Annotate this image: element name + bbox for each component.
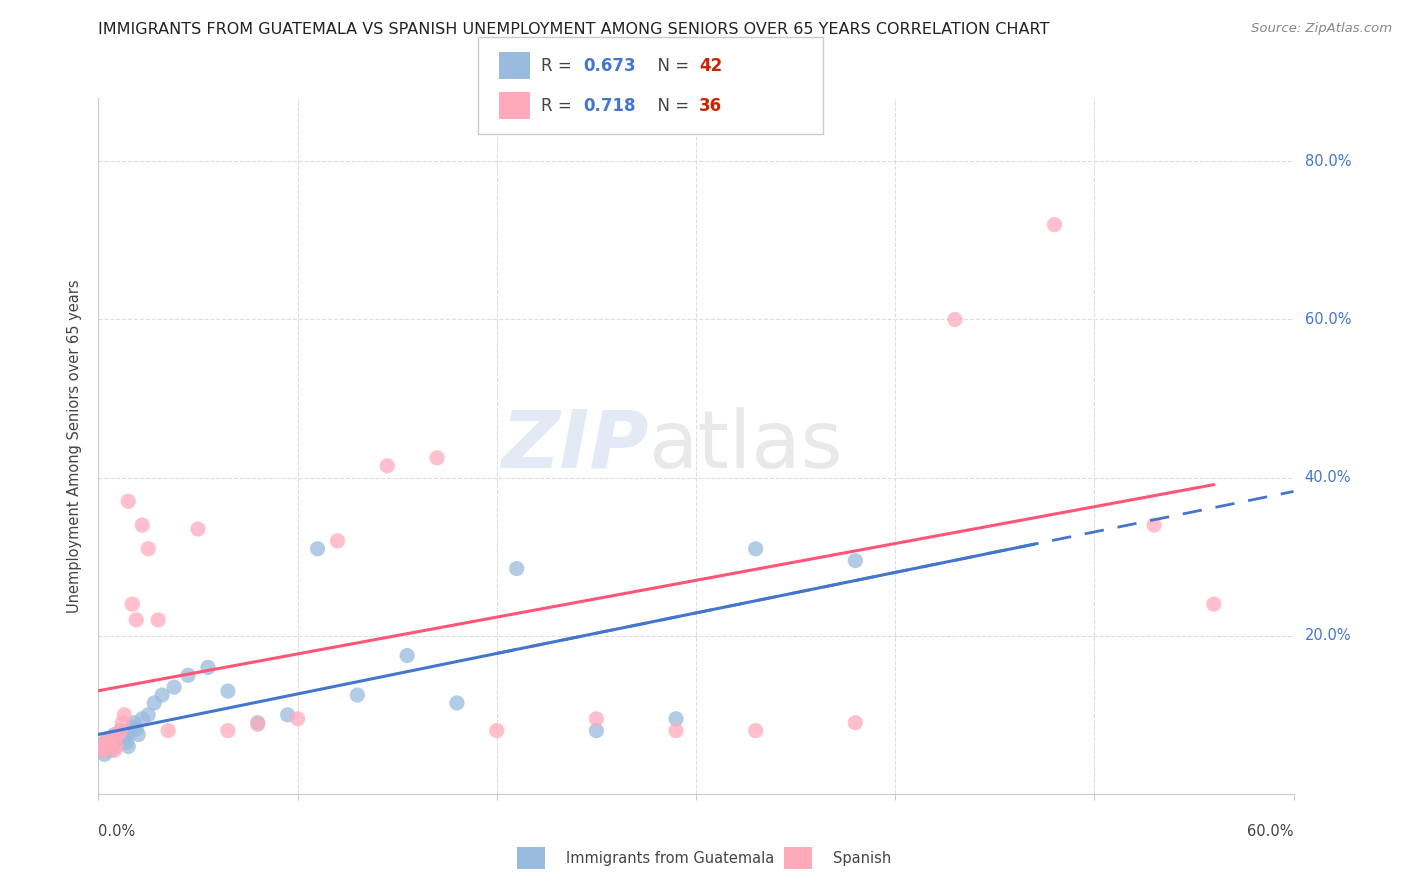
Point [396, 648, 419, 663]
Text: Source: ZipAtlas.com: Source: ZipAtlas.com [1251, 22, 1392, 36]
Text: Spanish: Spanish [834, 851, 891, 865]
Point [111, 728, 134, 742]
Point [103, 743, 125, 757]
Point [177, 668, 200, 682]
Point [187, 522, 209, 536]
Point [111, 715, 134, 730]
Text: atlas: atlas [648, 407, 842, 485]
Point [110, 723, 132, 738]
Point [107, 730, 129, 744]
Point [110, 723, 132, 738]
Text: 0.673: 0.673 [583, 56, 636, 75]
Point [197, 660, 219, 674]
Point [93, 747, 115, 762]
Point [585, 712, 607, 726]
Text: 60.0%: 60.0% [1247, 824, 1294, 839]
Point [157, 723, 180, 738]
Point [506, 561, 529, 575]
Point [96, 741, 118, 756]
Point [287, 712, 309, 726]
Point [246, 717, 269, 731]
Point [844, 715, 866, 730]
Point [91, 743, 114, 757]
Text: 20.0%: 20.0% [1305, 628, 1351, 643]
Point [98, 738, 122, 752]
Point [121, 597, 143, 611]
Text: N =: N = [647, 96, 695, 115]
Text: ZIP: ZIP [501, 407, 648, 485]
Point [91, 743, 114, 757]
Point [105, 733, 128, 747]
Point [96, 735, 118, 749]
Point [375, 458, 398, 473]
Text: R =: R = [541, 56, 578, 75]
Point [745, 723, 768, 738]
Point [101, 739, 124, 754]
Point [112, 707, 135, 722]
Point [346, 688, 368, 702]
Point [143, 696, 166, 710]
Text: Immigrants from Guatemala: Immigrants from Guatemala [567, 851, 775, 865]
Point [1202, 597, 1225, 611]
Point [97, 738, 120, 752]
Point [217, 684, 239, 698]
Point [117, 494, 139, 508]
Point [112, 731, 135, 746]
Point [125, 722, 148, 736]
Point [1043, 218, 1066, 232]
Text: 0.0%: 0.0% [98, 824, 135, 839]
Point [131, 712, 153, 726]
Point [131, 518, 153, 533]
Point [665, 723, 688, 738]
Point [136, 707, 159, 722]
Point [426, 450, 449, 465]
Point [98, 743, 122, 757]
Point [127, 728, 149, 742]
Point [117, 739, 139, 754]
Point [246, 715, 269, 730]
Point [107, 728, 129, 742]
Point [93, 735, 115, 749]
Point [326, 533, 349, 548]
Point [121, 720, 143, 734]
Text: 36: 36 [699, 96, 721, 115]
Point [115, 735, 138, 749]
Y-axis label: Unemployment Among Seniors over 65 years: Unemployment Among Seniors over 65 years [67, 279, 83, 613]
Point [1143, 518, 1166, 533]
Point [125, 613, 148, 627]
Text: R =: R = [541, 96, 578, 115]
Point [150, 688, 173, 702]
Point [136, 541, 159, 556]
Point [585, 723, 607, 738]
Point [120, 725, 142, 739]
Point [124, 715, 146, 730]
Text: IMMIGRANTS FROM GUATEMALA VS SPANISH UNEMPLOYMENT AMONG SENIORS OVER 65 YEARS CO: IMMIGRANTS FROM GUATEMALA VS SPANISH UNE… [98, 22, 1050, 37]
Point [745, 541, 768, 556]
Point [485, 723, 508, 738]
Point [105, 739, 128, 754]
Text: 40.0%: 40.0% [1305, 470, 1351, 485]
Text: 60.0%: 60.0% [1305, 312, 1351, 327]
Point [101, 733, 124, 747]
Point [103, 728, 125, 742]
Point [103, 735, 125, 749]
Point [943, 312, 966, 326]
Point [93, 741, 115, 756]
Text: 0.718: 0.718 [583, 96, 636, 115]
Point [148, 613, 170, 627]
Text: 42: 42 [699, 56, 723, 75]
Point [97, 731, 120, 746]
Point [89, 739, 111, 754]
Point [307, 541, 329, 556]
Point [277, 707, 299, 722]
Point [163, 680, 186, 694]
Text: N =: N = [647, 56, 695, 75]
Point [97, 731, 120, 746]
Point [844, 554, 866, 568]
Point [217, 723, 239, 738]
Point [665, 712, 688, 726]
Point [446, 696, 468, 710]
Point [89, 739, 111, 754]
Text: 80.0%: 80.0% [1305, 154, 1351, 169]
